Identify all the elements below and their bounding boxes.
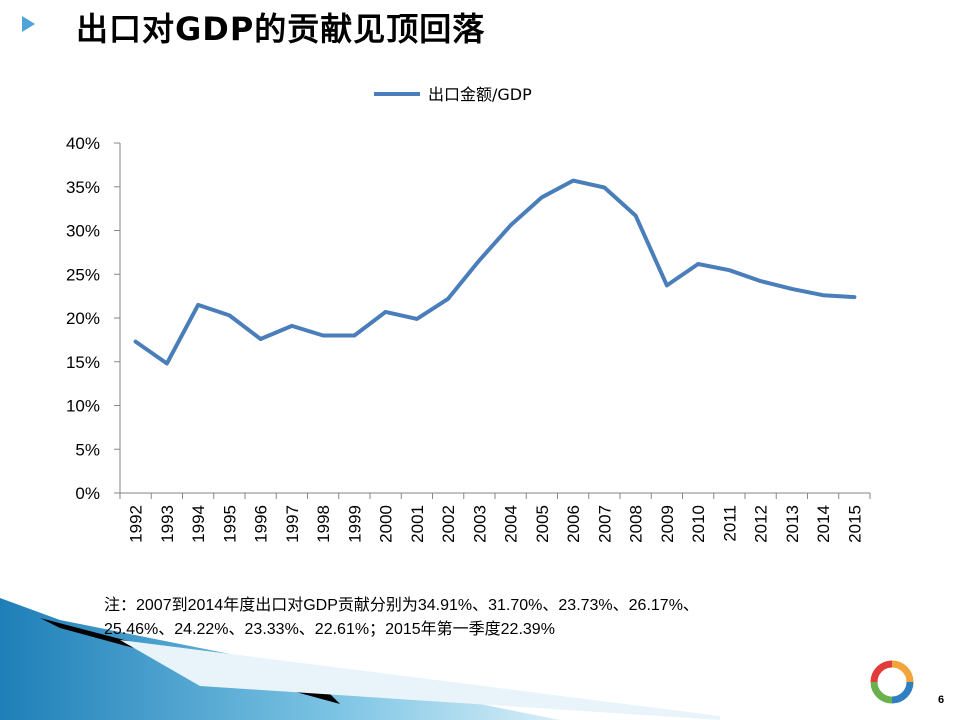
x-tick-label: 2001: [408, 505, 427, 543]
x-tick-label: 2002: [439, 505, 458, 543]
x-tick-label: 1992: [127, 505, 146, 543]
x-tick-label: 2015: [845, 505, 864, 543]
line-chart: 出口金额/GDP 0% 5% 10% 15% 20% 25% 30% 35% 40% 1992 1…: [66, 85, 871, 543]
x-tick-label: 1993: [158, 505, 177, 543]
x-tick-label: 1999: [345, 505, 364, 543]
x-tick-label: 2008: [627, 505, 646, 543]
y-tick-label: 10%: [66, 397, 100, 416]
x-tick-label: 2011: [720, 505, 739, 542]
x-tick-label: 2014: [814, 505, 833, 543]
x-tick-label: 1998: [314, 505, 333, 543]
y-tick-label: 20%: [66, 309, 100, 328]
y-tick-label: 15%: [66, 353, 100, 372]
y-tick-label: 25%: [66, 265, 100, 284]
company-logo-icon: [870, 660, 914, 704]
x-tick-label: 1996: [252, 505, 271, 543]
title-bullet-icon: [22, 16, 35, 32]
page-number: 6: [938, 694, 945, 706]
x-tick-label: 1994: [189, 505, 208, 543]
x-tick-label: 2009: [658, 505, 677, 543]
x-tick-label: 2000: [377, 505, 396, 543]
y-tick-label: 30%: [66, 222, 100, 241]
x-tick-label: 2006: [564, 505, 583, 543]
series-line: [133, 178, 857, 366]
x-tick-label: 2003: [470, 505, 489, 543]
legend-label: 出口金额/GDP: [428, 85, 532, 104]
x-tick-label: 2013: [783, 505, 802, 543]
footnote: 注：2007到2014年度出口对GDP贡献分别为34.91%、31.70%、23…: [104, 594, 924, 642]
x-tick-label: 2007: [595, 505, 614, 543]
x-tick-label: 2004: [502, 505, 521, 543]
x-tick-label: 2005: [533, 505, 552, 543]
x-tick-label: 1997: [283, 505, 302, 543]
y-tick-label: 0%: [75, 484, 100, 503]
x-tick-label: 2010: [689, 505, 708, 543]
footnote-line-1: 注：2007到2014年度出口对GDP贡献分别为34.91%、31.70%、23…: [104, 597, 699, 614]
slide-title: 出口对GDP的贡献见顶回落: [76, 10, 486, 48]
decorative-swoosh: [0, 598, 720, 720]
x-tick-label: 2012: [752, 505, 771, 543]
footnote-line-2: 25.46%、24.22%、23.33%、22.61%；2015年第一季度22.…: [104, 621, 555, 638]
x-tick-label: 1995: [220, 505, 239, 543]
chart-legend: 出口金额/GDP: [374, 85, 532, 104]
y-tick-label: 35%: [66, 178, 100, 197]
y-tick-label: 5%: [75, 440, 100, 459]
y-tick-label: 40%: [66, 134, 100, 153]
